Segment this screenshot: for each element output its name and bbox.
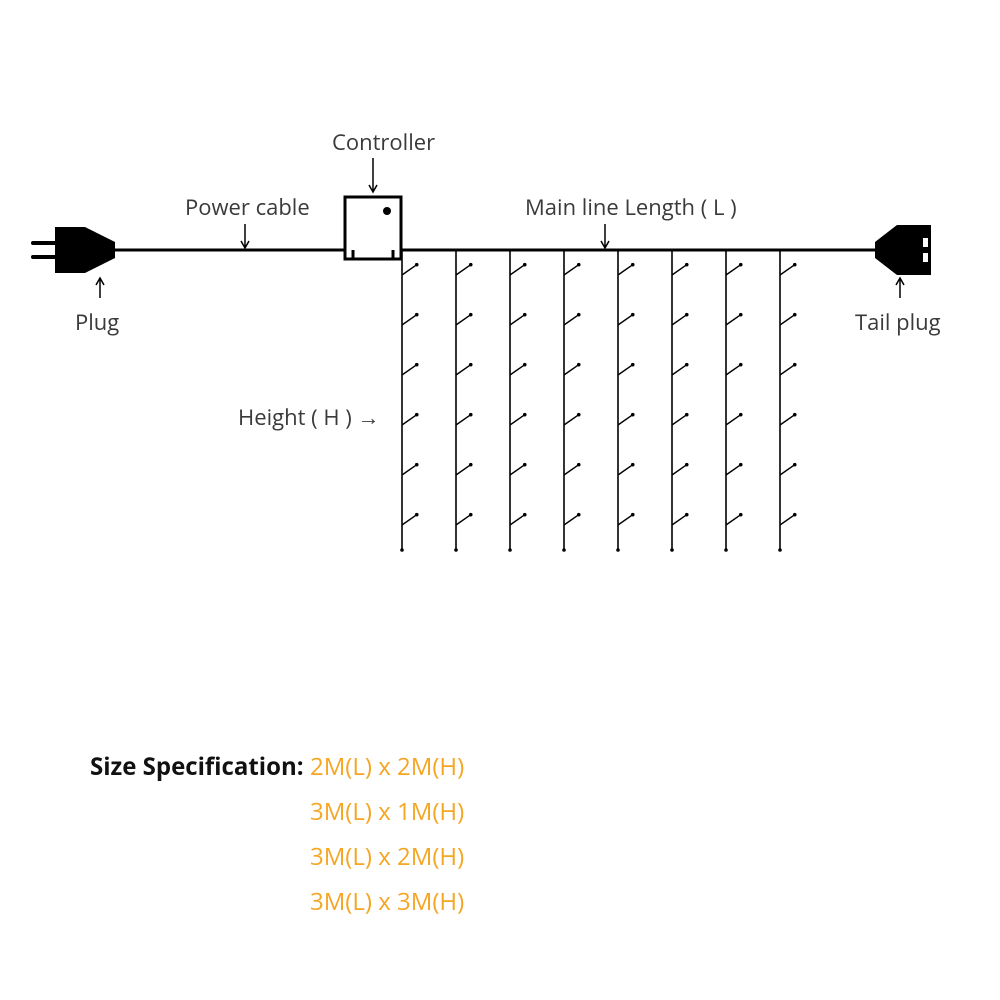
strand-branch [510, 265, 525, 275]
strand-branch [564, 365, 579, 375]
strand-branch [618, 415, 633, 425]
strand-branch [780, 265, 795, 275]
strand-branch [618, 315, 633, 325]
strand-branch [510, 415, 525, 425]
strand-branch [672, 365, 687, 375]
strand-branch [402, 365, 417, 375]
strand-branch [456, 365, 471, 375]
spec-title: Size Specification: [90, 750, 304, 783]
strand-branch [564, 265, 579, 275]
strand-branch [780, 415, 795, 425]
strand-branch [672, 465, 687, 475]
strand-branch [726, 515, 741, 525]
plug-body [55, 227, 85, 273]
controller-box [345, 197, 401, 259]
strand-branch [618, 465, 633, 475]
strand-branch [780, 365, 795, 375]
strand-branch [726, 415, 741, 425]
strand-branch [402, 465, 417, 475]
spec-row: 3M(L) x 2M(H) [310, 840, 464, 873]
strand-branch [456, 315, 471, 325]
controller-indicator [383, 207, 391, 215]
strand-branch [456, 465, 471, 475]
strand-branch [672, 515, 687, 525]
label-plug: Plug [75, 307, 119, 337]
strand-branch [564, 415, 579, 425]
strand-branch [456, 265, 471, 275]
label-tail-plug: Tail plug [855, 307, 941, 337]
strand-branch [402, 515, 417, 525]
strand-branch [564, 465, 579, 475]
tail-plug-body [897, 225, 931, 275]
strand-branch [726, 315, 741, 325]
strand-branch [456, 415, 471, 425]
strand-branch [672, 265, 687, 275]
strand-branch [618, 265, 633, 275]
label-height: Height ( H ) → [238, 402, 379, 432]
strand-branch [402, 315, 417, 325]
strand-branch [726, 365, 741, 375]
strand-branch [672, 315, 687, 325]
strand-branch [726, 465, 741, 475]
strand-branch [780, 465, 795, 475]
strand-branch [510, 465, 525, 475]
strand-branch [564, 515, 579, 525]
label-power-cable: Power cable [185, 192, 310, 222]
strand-branch [510, 365, 525, 375]
strand-branch [780, 515, 795, 525]
strand-branch [402, 265, 417, 275]
label-main-line: Main line Length ( L ) [525, 192, 737, 222]
strand-branch [672, 415, 687, 425]
strand-branch [564, 315, 579, 325]
strand-branch [726, 265, 741, 275]
strand-branch [510, 515, 525, 525]
tail-plug-body [875, 225, 897, 275]
strand-branch [456, 515, 471, 525]
spec-row: 3M(L) x 3M(H) [310, 885, 464, 918]
strand-branch [510, 315, 525, 325]
plug-body [85, 227, 115, 273]
spec-row: 3M(L) x 1M(H) [310, 795, 464, 828]
strand-branch [618, 515, 633, 525]
label-controller: Controller [332, 127, 435, 157]
spec-row: 2M(L) x 2M(H) [310, 750, 464, 783]
strand-branch [618, 365, 633, 375]
strand-branch [780, 315, 795, 325]
strand-branch [402, 415, 417, 425]
